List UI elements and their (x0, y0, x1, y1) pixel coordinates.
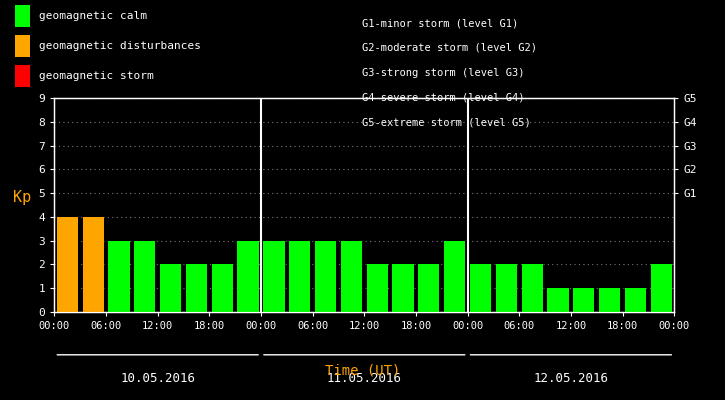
Bar (186, 264, 207, 312)
Text: G1-minor storm (level G1): G1-minor storm (level G1) (362, 18, 519, 28)
Text: geomagnetic disturbances: geomagnetic disturbances (39, 41, 201, 51)
Bar (418, 264, 439, 312)
Bar (160, 264, 181, 312)
Text: geomagnetic calm: geomagnetic calm (39, 11, 147, 21)
Bar (238, 241, 259, 312)
Bar (263, 241, 284, 312)
Y-axis label: Kp: Kp (13, 190, 31, 205)
Text: G4-severe storm (level G4): G4-severe storm (level G4) (362, 92, 525, 102)
Bar (496, 264, 517, 312)
Text: G5-extreme storm (level G5): G5-extreme storm (level G5) (362, 117, 531, 127)
Bar (651, 264, 672, 312)
Text: 10.05.2016: 10.05.2016 (120, 372, 195, 385)
Text: G2-moderate storm (level G2): G2-moderate storm (level G2) (362, 43, 537, 53)
Bar (444, 241, 465, 312)
Bar (315, 241, 336, 312)
Bar (83, 217, 104, 312)
Bar (341, 241, 362, 312)
Bar (108, 241, 130, 312)
Text: 12.05.2016: 12.05.2016 (534, 372, 608, 385)
Bar (392, 264, 414, 312)
Bar (57, 217, 78, 312)
Bar (212, 264, 233, 312)
Bar (521, 264, 543, 312)
Bar (547, 288, 568, 312)
Bar (470, 264, 491, 312)
Text: geomagnetic storm: geomagnetic storm (39, 71, 154, 81)
Text: G3-strong storm (level G3): G3-strong storm (level G3) (362, 68, 525, 78)
Bar (599, 288, 621, 312)
Bar (625, 288, 646, 312)
Bar (289, 241, 310, 312)
Text: Time (UT): Time (UT) (325, 364, 400, 378)
Bar (134, 241, 155, 312)
Text: 11.05.2016: 11.05.2016 (327, 372, 402, 385)
Bar (367, 264, 388, 312)
Bar (573, 288, 594, 312)
